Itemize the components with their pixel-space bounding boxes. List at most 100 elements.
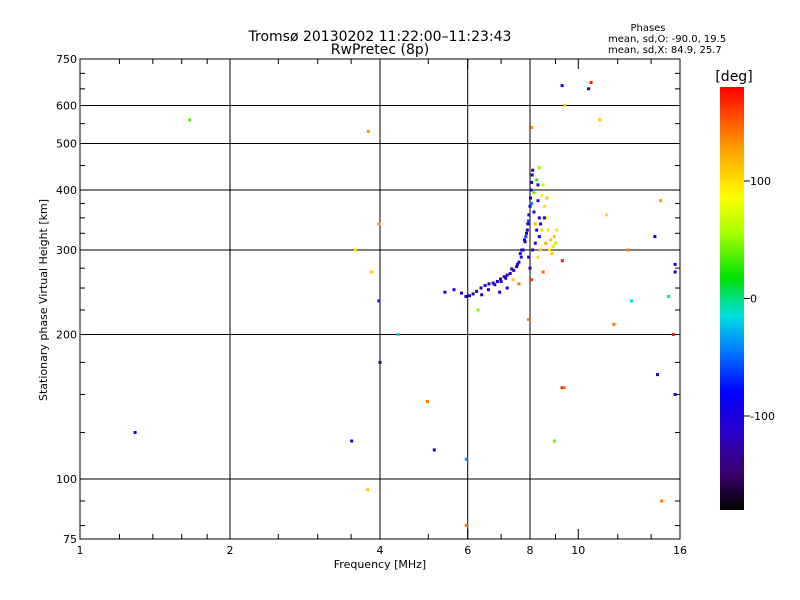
colorbar-tick-label: 100 <box>750 175 771 188</box>
echo-point <box>524 235 528 239</box>
echo-point <box>377 222 381 226</box>
y-tick-label: 100 <box>56 473 77 486</box>
echo-point <box>515 265 519 269</box>
echo-point <box>350 439 354 443</box>
y-tick-label: 400 <box>56 184 77 197</box>
echo-point <box>560 84 564 88</box>
echo-point <box>353 248 357 252</box>
echo-point <box>527 255 531 259</box>
echo-point <box>452 288 456 292</box>
echo-point <box>536 199 540 203</box>
echo-point <box>612 322 616 326</box>
echo-point <box>471 292 475 296</box>
echo-point <box>587 87 591 91</box>
echo-point <box>560 386 564 390</box>
x-tick-label: 4 <box>377 544 384 557</box>
echo-point <box>491 281 495 285</box>
x-axis-ticks: 1 2 4 6 8 10 16 <box>77 59 687 557</box>
echo-point <box>505 286 509 290</box>
echo-point <box>483 284 487 287</box>
echo-point <box>530 173 534 177</box>
echo-point <box>673 262 677 266</box>
echo-point <box>518 252 522 255</box>
phases-heading: Phases <box>630 23 665 34</box>
echo-point <box>425 400 429 404</box>
echo-point <box>370 270 374 274</box>
echo-point <box>542 216 546 220</box>
echo-point <box>530 126 534 129</box>
echo-point <box>529 188 533 192</box>
echo-point <box>550 252 554 255</box>
echo-point <box>529 202 533 205</box>
chart-title: Tromsø 20130202 11:22:00–11:23:43 <box>248 29 512 45</box>
echo-point <box>544 241 548 245</box>
echo-point <box>523 238 526 242</box>
echo-point <box>526 222 530 226</box>
echo-point <box>536 183 540 187</box>
echo-point <box>528 204 532 208</box>
echo-point <box>525 231 528 235</box>
echo-point <box>460 291 463 295</box>
x-tick-label: 10 <box>571 544 585 557</box>
echo-point <box>508 272 512 275</box>
echo-point <box>540 228 544 232</box>
echo-point <box>530 180 534 184</box>
echo-point <box>555 228 559 232</box>
phases-x-stats: mean, sd,X: 84.9, 25.7 <box>608 45 722 56</box>
echo-point <box>475 289 479 293</box>
echo-point <box>377 299 381 303</box>
x-axis-label: Frequency [MHz] <box>334 558 426 571</box>
y-tick-label: 750 <box>56 53 77 66</box>
echo-point <box>133 431 137 434</box>
echo-point <box>479 286 483 290</box>
echo-point <box>505 273 509 277</box>
echo-point <box>499 277 502 281</box>
echo-point <box>510 267 514 271</box>
echo-point <box>659 199 663 203</box>
echo-point <box>443 290 447 294</box>
echo-point <box>539 222 543 226</box>
y-axis-label: Stationary phase Virtual Height [km] <box>37 199 50 401</box>
colorbar-tick-label: 0 <box>750 293 757 306</box>
echo-point <box>486 288 490 292</box>
echo-point <box>366 129 370 133</box>
echo-point <box>605 213 608 217</box>
phases-o-stats: mean, sd,O: -90.0, 19.5 <box>608 34 726 45</box>
echo-point <box>540 193 544 197</box>
echo-point <box>531 168 535 172</box>
x-tick-label: 6 <box>464 544 471 557</box>
colorbar-ticks: 100 0 -100 <box>744 175 775 423</box>
y-axis-ticks: 75 100 200 300 400 500 600 750 <box>56 53 680 546</box>
echo-point <box>378 360 382 364</box>
x-tick-label: 8 <box>527 544 534 557</box>
echo-point <box>563 104 567 107</box>
echo-point <box>671 333 675 336</box>
y-tick-label: 600 <box>56 100 77 113</box>
echo-point <box>535 228 539 232</box>
echo-point <box>552 235 556 239</box>
echo-point <box>531 248 535 252</box>
echo-point <box>554 241 557 245</box>
echo-point <box>541 183 545 187</box>
echo-point <box>499 280 503 283</box>
colorbar-tick-label: -100 <box>750 410 775 423</box>
echo-point <box>656 373 659 377</box>
echo-point <box>626 248 630 252</box>
colorbar <box>720 87 744 510</box>
echo-point <box>517 282 521 286</box>
echo-points <box>133 81 677 527</box>
echo-point <box>476 308 480 312</box>
echo-point <box>562 386 566 390</box>
echo-point <box>653 235 657 239</box>
echo-point <box>529 278 533 282</box>
echo-point <box>630 299 633 303</box>
echo-point <box>527 219 531 223</box>
y-tick-label: 200 <box>56 329 77 342</box>
echo-point <box>512 268 516 272</box>
echo-point <box>528 266 532 270</box>
echo-point <box>520 248 524 252</box>
echo-point <box>366 488 370 492</box>
echo-point <box>464 524 468 527</box>
echo-point <box>539 248 543 252</box>
